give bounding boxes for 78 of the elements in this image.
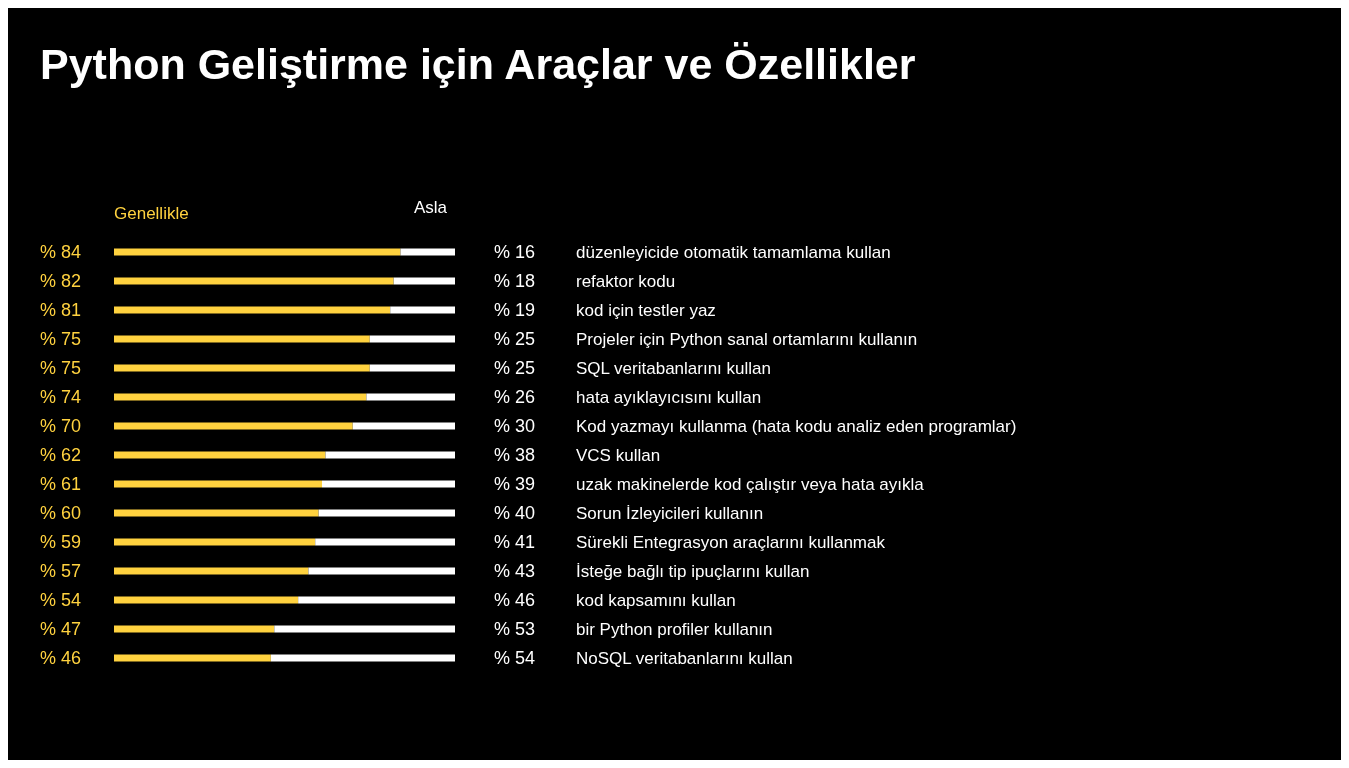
data-label: % 75	[40, 358, 82, 379]
y-tick-label: kod için testler yaz	[576, 300, 716, 320]
bar	[366, 393, 455, 401]
data-label: % 43	[494, 561, 536, 582]
data-label: % 19	[494, 300, 536, 321]
bar	[318, 509, 455, 517]
bar	[114, 654, 271, 662]
y-tick-label: kod kapsamını kullan	[576, 590, 736, 610]
data-label: % 54	[494, 648, 536, 669]
data-label: % 40	[494, 503, 536, 524]
bar	[270, 654, 455, 662]
y-tick-label: refaktor kodu	[576, 271, 676, 291]
bar	[114, 451, 326, 459]
data-label: % 74	[40, 387, 82, 408]
data-label: % 62	[40, 445, 82, 466]
y-tick-label: düzenleyicide otomatik tamamlama kullan	[576, 242, 891, 262]
data-label: % 82	[40, 271, 82, 292]
bar	[114, 277, 394, 285]
data-label: % 81	[40, 300, 82, 321]
bar	[315, 538, 455, 546]
bar	[369, 364, 455, 372]
y-tick-label: NoSQL veritabanlarını kullan	[576, 648, 793, 668]
data-label: % 60	[40, 503, 82, 524]
bar	[114, 248, 401, 256]
data-label: % 84	[40, 242, 82, 263]
y-tick-label: bir Python profiler kullanın	[576, 619, 773, 639]
bar	[322, 480, 455, 488]
data-label: % 26	[494, 387, 536, 408]
data-label: % 75	[40, 329, 82, 350]
data-label: % 25	[494, 358, 536, 379]
bar	[114, 538, 316, 546]
y-tick-label: Kod yazmayı kullanma (hata kodu analiz eden programlar)	[576, 416, 1017, 436]
bar	[114, 306, 391, 314]
data-label: % 46	[40, 648, 82, 669]
y-tick-label: Projeler için Python sanal ortamlarını kullanın	[576, 329, 918, 349]
series-label: Asla	[413, 197, 447, 218]
data-label: % 57	[40, 561, 82, 582]
bar	[114, 335, 370, 343]
bar	[400, 248, 455, 256]
bar	[114, 364, 370, 372]
y-tick-label: uzak makinelerde kod çalıştır veya hata ayıkla	[576, 474, 925, 494]
bar	[393, 277, 455, 285]
series-label: Genellikle	[114, 203, 189, 224]
data-label: % 30	[494, 416, 536, 437]
data-label: % 16	[494, 242, 536, 263]
bar	[114, 567, 309, 575]
bar	[298, 596, 455, 604]
data-label: % 61	[40, 474, 82, 495]
y-tick-label: VCS kullan	[576, 445, 661, 465]
data-label: % 18	[494, 271, 536, 292]
data-label: % 46	[494, 590, 536, 611]
bar	[274, 625, 455, 633]
y-tick-label: hata ayıklayıcısını kullan	[576, 387, 762, 407]
y-tick-label: SQL veritabanlarını kullan	[576, 358, 771, 378]
data-label: % 38	[494, 445, 536, 466]
y-tick-label: Sürekli Entegrasyon araçlarını kullanmak	[576, 532, 886, 552]
bar	[114, 480, 323, 488]
y-tick-label: Sorun İzleyicileri kullanın	[576, 503, 764, 523]
data-label: % 53	[494, 619, 536, 640]
chart-title: Python Geliştirme için Araçlar ve Özellikler	[40, 40, 916, 89]
data-label: % 41	[494, 532, 536, 553]
data-label: % 47	[40, 619, 82, 640]
bar	[352, 422, 455, 430]
bar	[114, 596, 299, 604]
data-label: % 25	[494, 329, 536, 350]
data-label: % 39	[494, 474, 536, 495]
bar	[369, 335, 455, 343]
data-label: % 70	[40, 416, 82, 437]
y-tick-label: İsteğe bağlı tip ipuçlarını kullan	[576, 561, 810, 581]
data-label: % 54	[40, 590, 82, 611]
bar	[114, 422, 353, 430]
bar	[114, 393, 367, 401]
bar	[325, 451, 455, 459]
bar	[114, 625, 275, 633]
bar	[390, 306, 455, 314]
bar	[114, 509, 319, 517]
bar	[308, 567, 455, 575]
data-label: % 59	[40, 532, 82, 553]
